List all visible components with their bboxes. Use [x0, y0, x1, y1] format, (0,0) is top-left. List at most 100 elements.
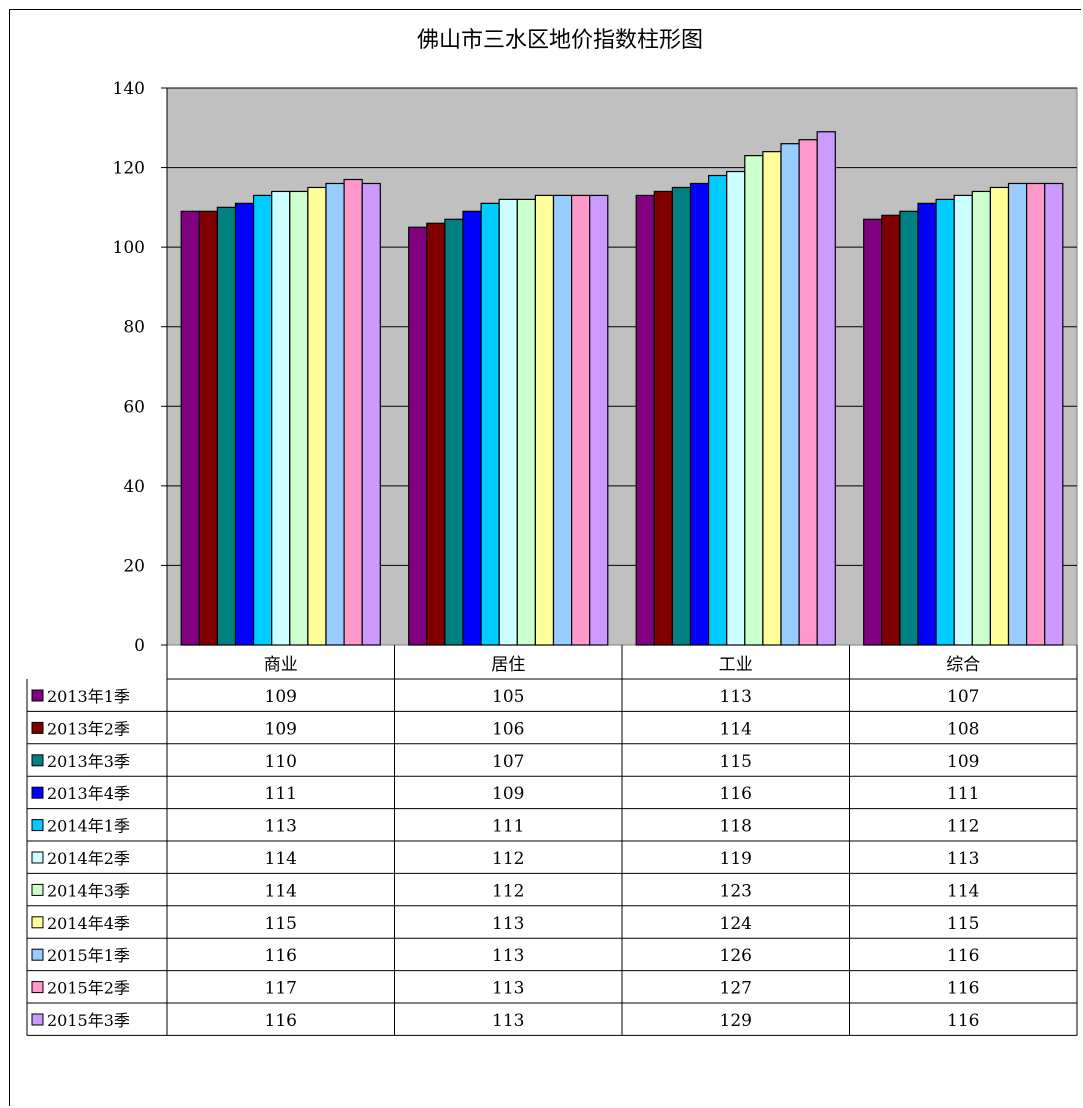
legend-swatch: [31, 851, 44, 864]
legend-swatch: [31, 819, 44, 832]
data-label: 114: [265, 881, 297, 901]
legend-swatch: [31, 689, 44, 702]
bar: [935, 198, 955, 646]
bar: [953, 194, 973, 646]
data-label: 113: [492, 914, 524, 934]
data-label: 117: [265, 979, 297, 999]
bar: [570, 194, 591, 646]
legend-label: 2014年2季: [47, 849, 130, 868]
plot-area: [166, 87, 1078, 646]
bar: [325, 182, 345, 646]
bar: [917, 202, 937, 646]
bar: [653, 190, 673, 646]
y-tick-label: 140: [113, 79, 145, 99]
bar: [462, 210, 482, 646]
bar: [589, 194, 609, 646]
bar: [444, 218, 464, 646]
bar: [863, 218, 883, 646]
legend-swatch: [31, 1013, 44, 1026]
category-label: 商业: [264, 655, 298, 675]
bar: [1007, 182, 1028, 646]
data-label: 106: [492, 719, 524, 739]
y-tick-label: 100: [113, 238, 145, 258]
data-label: 113: [265, 817, 297, 837]
bar: [552, 194, 573, 646]
data-label: 113: [492, 979, 524, 999]
legend-label: 2013年2季: [47, 719, 130, 738]
data-label: 107: [492, 752, 524, 772]
bar: [971, 190, 991, 646]
data-label: 115: [720, 752, 752, 772]
data-label: 112: [492, 849, 524, 869]
bar: [1044, 182, 1064, 646]
bar: [689, 182, 710, 646]
legend-label: 2013年4季: [47, 784, 130, 803]
data-label: 107: [947, 687, 979, 707]
category-label: 居住: [491, 655, 525, 675]
legend-swatch: [31, 981, 44, 994]
legend-label: 2014年3季: [47, 881, 130, 900]
bar: [498, 198, 518, 646]
y-tick-label: 80: [123, 318, 145, 338]
bar: [899, 210, 919, 646]
y-tick-label: 40: [123, 477, 145, 497]
bar: [635, 194, 655, 646]
data-label: 111: [265, 784, 297, 804]
data-label: 119: [720, 849, 752, 869]
data-label: 114: [265, 849, 297, 869]
chart-title: 佛山市三水区地价指数柱形图: [417, 28, 703, 53]
data-label: 116: [720, 784, 752, 804]
y-tick-label: 20: [123, 556, 145, 576]
bar: [343, 178, 363, 646]
data-label: 112: [947, 817, 979, 837]
bar: [671, 186, 692, 646]
bar: [516, 198, 536, 646]
bar: [707, 174, 728, 646]
bar: [816, 131, 836, 646]
data-label: 115: [947, 914, 979, 934]
bar: [480, 202, 500, 646]
bar: [307, 186, 327, 646]
bar: [180, 210, 200, 646]
legend-label: 2013年1季: [47, 687, 130, 706]
data-label: 113: [492, 946, 524, 966]
data-label: 113: [492, 1011, 524, 1031]
bar: [408, 226, 428, 646]
legend-label: 2015年3季: [47, 1011, 130, 1030]
data-label: 118: [720, 817, 752, 837]
data-label: 110: [265, 752, 297, 772]
bar: [361, 182, 381, 646]
legend-swatch: [31, 883, 44, 896]
bar: [234, 202, 255, 646]
data-label: 109: [947, 752, 979, 772]
data-label: 114: [947, 881, 979, 901]
category-label: 工业: [719, 655, 753, 675]
legend-swatch: [31, 916, 44, 929]
data-label: 129: [720, 1011, 752, 1031]
data-label: 113: [720, 687, 752, 707]
data-label: 114: [720, 719, 752, 739]
data-label: 126: [720, 946, 752, 966]
y-tick-label: 120: [113, 159, 145, 179]
data-label: 109: [492, 784, 524, 804]
y-axis: 0 20 40 60 80 100 120 140: [113, 79, 168, 656]
legend-swatch: [31, 786, 44, 799]
data-label: 113: [947, 849, 979, 869]
data-label: 111: [492, 817, 524, 837]
legend-swatch: [31, 721, 44, 734]
bar: [253, 194, 273, 646]
data-label: 116: [265, 1011, 297, 1031]
legend-swatch: [31, 948, 44, 961]
data-label: 116: [265, 946, 297, 966]
data-label: 116: [947, 1011, 979, 1031]
bar: [426, 222, 446, 646]
data-label: 115: [265, 914, 297, 934]
data-label: 111: [947, 784, 979, 804]
bar: [198, 210, 219, 646]
bar: [1025, 182, 1046, 646]
data-table: 商业 居住 工业 综合 2013年1季 109 105 113 107 2013年2季 109 106…: [26, 645, 1078, 1036]
bar: [289, 190, 309, 646]
data-label: 109: [265, 687, 297, 707]
bar: [798, 139, 818, 646]
